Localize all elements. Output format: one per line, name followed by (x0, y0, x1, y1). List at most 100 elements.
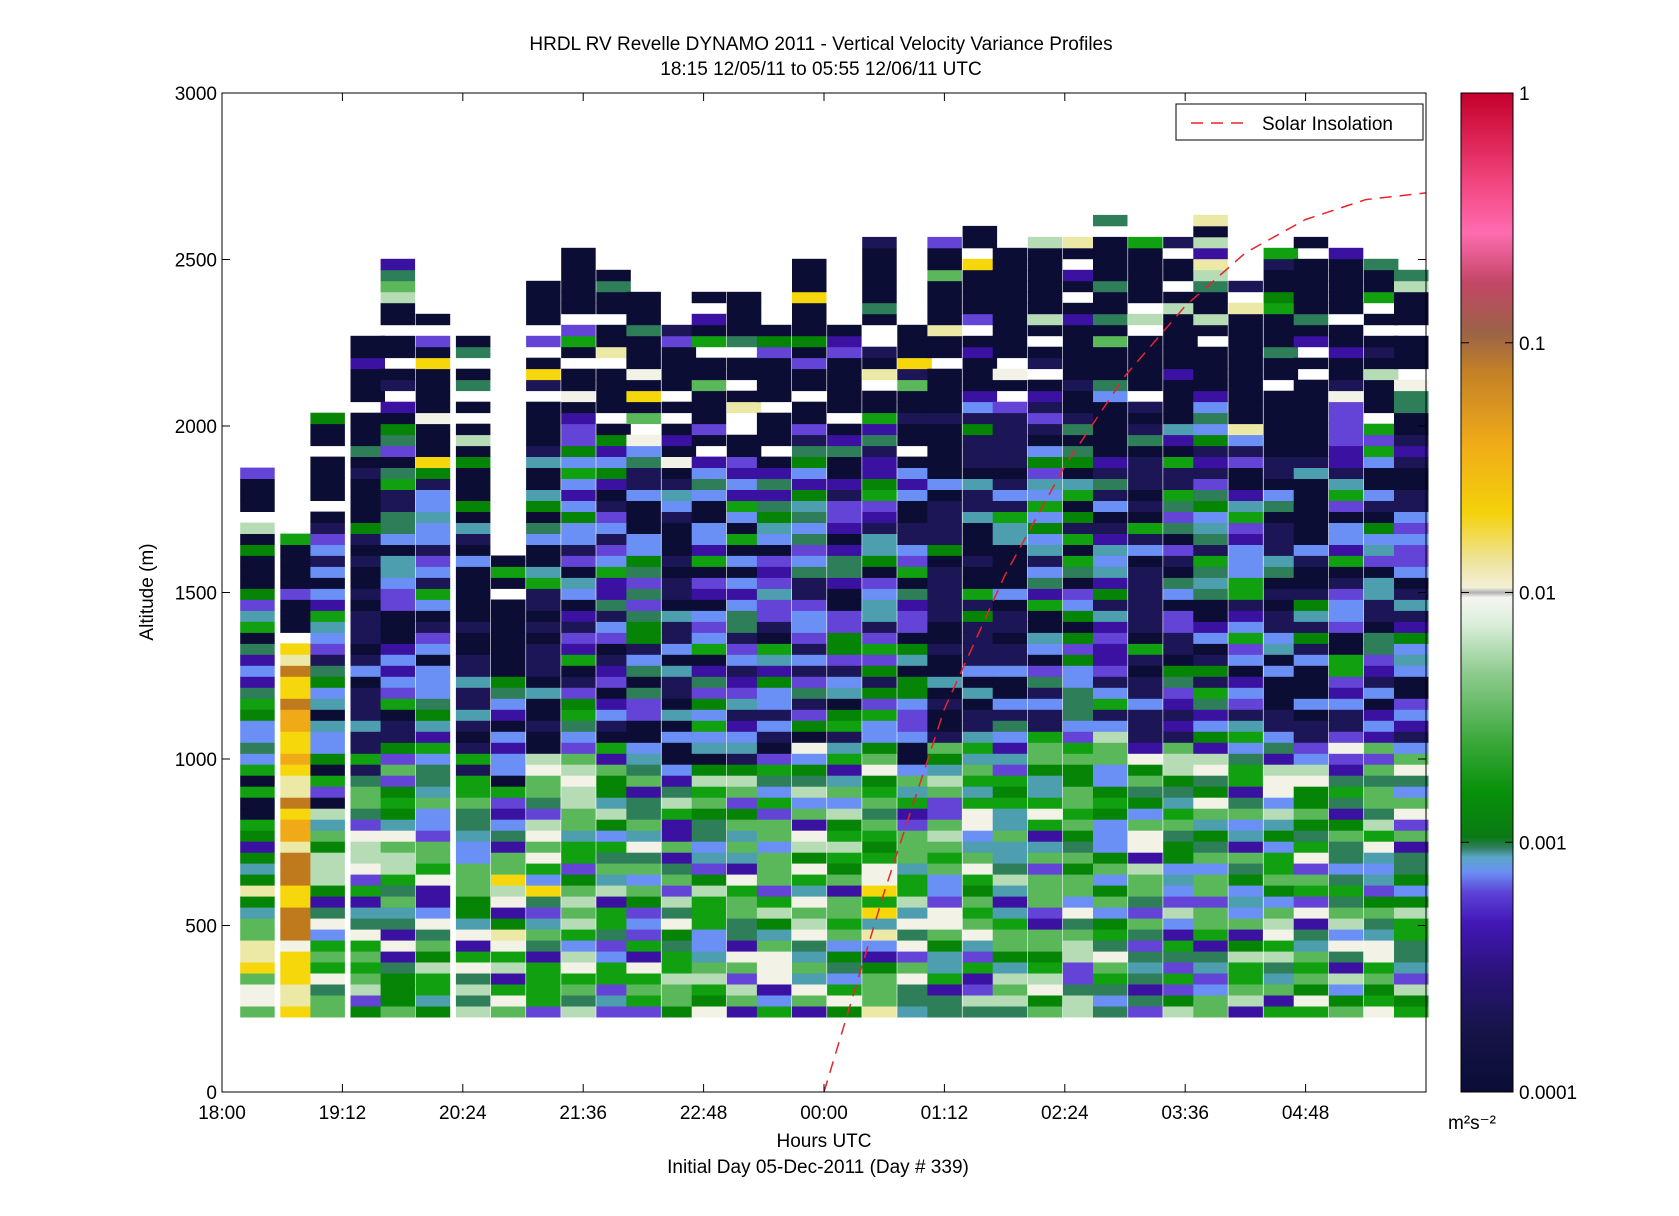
heatmap-cell (415, 753, 451, 765)
heatmap-cell (756, 412, 792, 425)
heatmap-cell (1093, 698, 1128, 710)
heatmap-cell (661, 577, 697, 589)
heatmap-cell (792, 731, 827, 743)
heatmap-cell (661, 621, 697, 633)
heatmap-cell (1093, 467, 1128, 479)
heatmap-cell (726, 973, 762, 985)
heatmap-cell (862, 533, 897, 545)
heatmap-cell (691, 412, 727, 425)
heatmap-cell (1228, 390, 1263, 403)
heatmap-cell (1027, 423, 1063, 436)
heatmap-cell (1228, 742, 1263, 754)
heatmap-cell (1228, 566, 1263, 578)
heatmap-cell (827, 874, 862, 886)
heatmap-cell (1228, 533, 1263, 545)
heatmap-cell (526, 533, 561, 545)
heatmap-cell (756, 489, 792, 501)
heatmap-cell (726, 335, 762, 348)
heatmap-cell (726, 489, 762, 501)
heatmap-cell (1263, 368, 1299, 381)
heatmap-cell (1093, 214, 1128, 227)
heatmap-cell (1263, 665, 1299, 677)
heatmap-cell (827, 533, 862, 545)
heatmap-cell (350, 610, 385, 622)
heatmap-cell (1193, 720, 1228, 732)
heatmap-cell (526, 478, 561, 490)
heatmap-cell (380, 775, 416, 787)
heatmap-cell (526, 841, 561, 853)
heatmap-cell (1062, 753, 1098, 765)
heatmap-cell (596, 742, 631, 754)
heatmap-cell (1363, 522, 1399, 534)
heatmap-cell (661, 786, 697, 798)
x-tick-label: 02:24 (1041, 1103, 1089, 1124)
heatmap-cell (691, 687, 727, 699)
heatmap-cell (455, 951, 491, 963)
heatmap-cell (350, 687, 385, 699)
heatmap-cell (350, 764, 385, 776)
heatmap-cell (756, 940, 792, 952)
heatmap-cell (927, 929, 962, 941)
heatmap-cell (1093, 588, 1128, 600)
heatmap-cell (927, 324, 962, 337)
heatmap-cell (380, 698, 416, 710)
heatmap-cell (1027, 665, 1063, 677)
heatmap-cell (661, 808, 697, 820)
heatmap-cell (756, 742, 792, 754)
heatmap-cell (1128, 918, 1163, 930)
heatmap-cell (992, 929, 1028, 941)
heatmap-cell (1228, 610, 1263, 622)
heatmap-cell (561, 346, 596, 359)
heatmap-cell (1093, 676, 1128, 688)
heatmap-cell (1228, 445, 1263, 457)
heatmap-cell (350, 731, 385, 743)
heatmap-cell (661, 995, 697, 1007)
heatmap-cell (862, 456, 897, 468)
heatmap-cell (1394, 544, 1429, 556)
heatmap-cell (1394, 478, 1429, 490)
heatmap-cell (661, 940, 697, 952)
heatmap-cell (310, 456, 345, 468)
heatmap-cell (827, 973, 862, 985)
heatmap-cell (526, 280, 561, 293)
heatmap-cell (1027, 401, 1063, 414)
heatmap-cell (1163, 577, 1198, 589)
heatmap-cell (862, 522, 897, 534)
heatmap-cell (792, 665, 827, 677)
heatmap-cell (726, 368, 762, 381)
heatmap-cell (1093, 786, 1128, 798)
heatmap-cell (526, 885, 561, 897)
heatmap-cell (792, 874, 827, 886)
y-tick-label: 0 (206, 1083, 217, 1104)
heatmap-cell (992, 599, 1028, 611)
x-tick-label: 21:36 (559, 1103, 607, 1124)
heatmap-cell (1293, 236, 1329, 249)
heatmap-cell (792, 258, 827, 271)
heatmap-cell (240, 588, 275, 600)
heatmap-cell (1293, 379, 1329, 392)
heatmap-cell (310, 918, 345, 930)
heatmap-cell (1163, 368, 1198, 381)
heatmap-cell (792, 797, 827, 809)
heatmap-cell (862, 390, 897, 403)
heatmap-cell (897, 874, 932, 886)
heatmap-cell (1128, 830, 1163, 842)
heatmap-cell (561, 324, 596, 337)
heatmap-cell (1328, 687, 1364, 699)
heatmap-cell (927, 478, 962, 490)
heatmap-cell (1263, 588, 1299, 600)
heatmap-cell (792, 456, 827, 468)
heatmap-cell (691, 621, 727, 633)
heatmap-cell (1128, 236, 1163, 249)
heatmap-cell (726, 731, 762, 743)
heatmap-cell (280, 577, 315, 589)
heatmap-cell (992, 973, 1028, 985)
heatmap-cell (280, 885, 315, 897)
heatmap-cell (691, 522, 727, 534)
heatmap-cell (415, 412, 451, 425)
heatmap-cell (1027, 995, 1063, 1007)
heatmap-cell (415, 775, 451, 787)
heatmap-cell (691, 962, 727, 974)
heatmap-cell (827, 698, 862, 710)
heatmap-cell (350, 566, 385, 578)
